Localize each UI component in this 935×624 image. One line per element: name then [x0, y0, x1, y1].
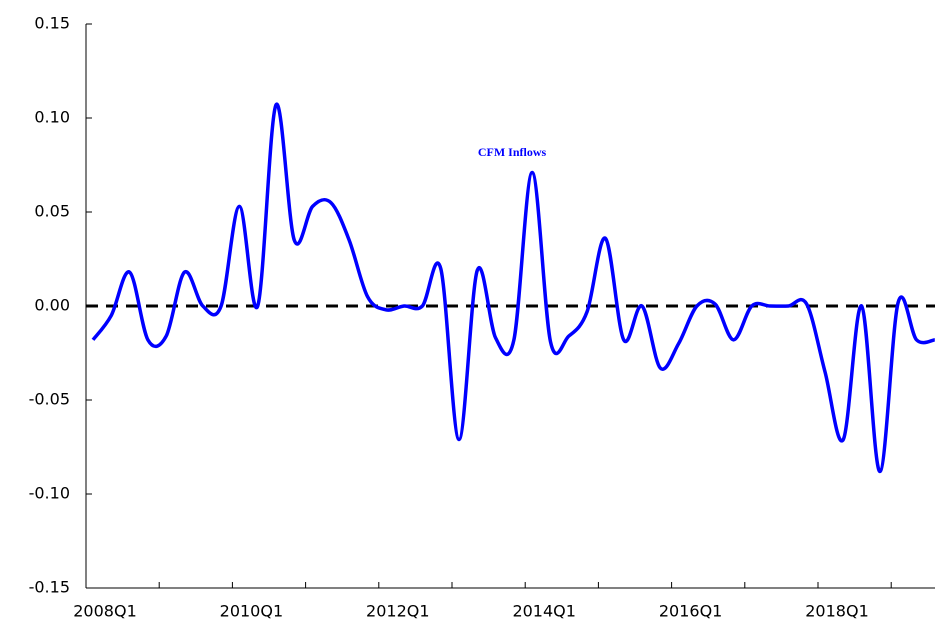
y-tick-label: -0.15: [29, 578, 70, 597]
x-tick-label: 2018Q1: [805, 602, 869, 621]
annotation: CFM Inflows: [478, 145, 547, 159]
y-tick-label: -0.05: [29, 390, 70, 409]
x-tick-label: 2012Q1: [366, 602, 430, 621]
y-tick-label: -0.10: [29, 484, 70, 503]
y-tick-label: 0.10: [34, 108, 70, 127]
x-tick-label: 2008Q1: [73, 602, 137, 621]
y-tick-label: 0.00: [34, 296, 70, 315]
y-tick-label: 0.05: [34, 202, 70, 221]
y-tick-label: 0.15: [34, 14, 70, 33]
x-tick-label: 2014Q1: [512, 602, 576, 621]
line-series: [91, 102, 935, 474]
x-tick-label: 2010Q1: [220, 602, 284, 621]
x-tick-label: 2016Q1: [659, 602, 723, 621]
